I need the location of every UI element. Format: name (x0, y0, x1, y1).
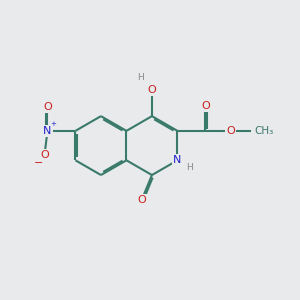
Text: H: H (137, 73, 144, 82)
Text: CH₃: CH₃ (254, 126, 273, 136)
Text: N: N (173, 155, 181, 165)
Text: O: O (40, 150, 49, 160)
Text: O: O (201, 101, 210, 111)
Text: O: O (137, 195, 146, 205)
Text: +: + (50, 122, 56, 128)
Text: O: O (226, 126, 235, 136)
Text: −: − (33, 158, 43, 168)
Text: O: O (148, 85, 156, 94)
Text: O: O (43, 102, 52, 112)
Text: N: N (43, 126, 52, 136)
Text: H: H (186, 163, 193, 172)
